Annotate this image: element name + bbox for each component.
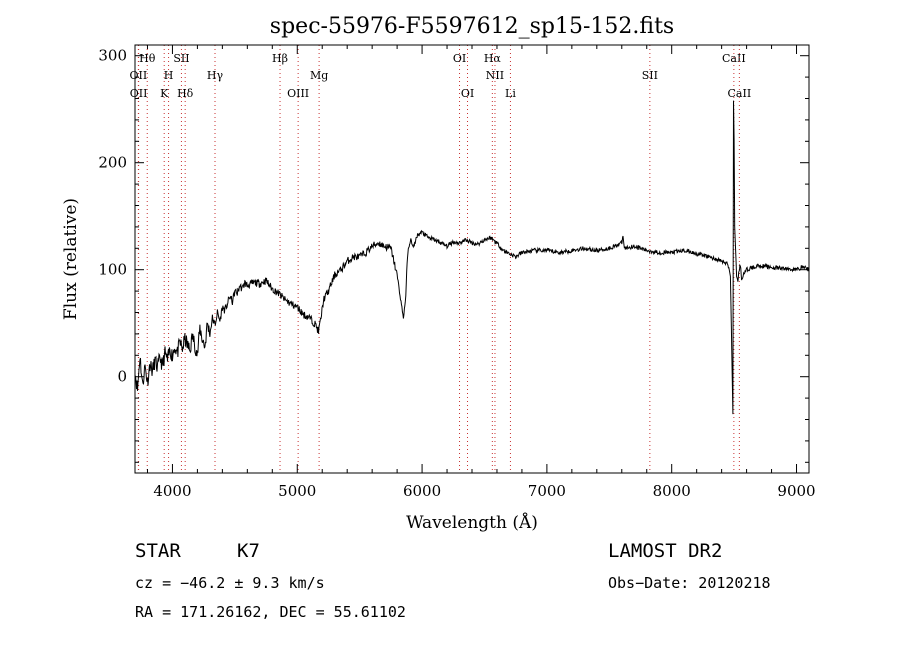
annotation-label-0: Hθ (139, 52, 156, 65)
y-tick-label-0: 0 (117, 368, 127, 386)
object-type: STAR (135, 540, 181, 562)
annotation-label-12: OI (461, 87, 474, 100)
spectrum-line (135, 100, 809, 415)
annotation-label-5: SII (173, 52, 189, 65)
plot-frame (134, 44, 810, 474)
redshift-velocity: cz = −46.2 ± 9.3 km/s (135, 574, 325, 592)
annotation-label-8: Hβ (272, 52, 288, 65)
y-tick-label-1: 100 (98, 261, 127, 279)
x-tick-label-4: 8000 (653, 482, 691, 500)
annotation-label-17: CaII (722, 52, 746, 65)
spectral-subclass: K7 (237, 540, 260, 562)
spectrum-line-layer (135, 100, 809, 415)
chart-title: spec-55976-F5597612_sp15-152.fits (270, 14, 674, 39)
annotation-label-6: Hδ (177, 87, 194, 100)
x-tick-label-5: 9000 (777, 482, 815, 500)
annotation-label-2: OII (130, 87, 148, 100)
y-tick-label-3: 300 (98, 47, 127, 65)
x-axis-label: Wavelength (Å) (406, 512, 538, 533)
annotation-label-18: CaII (728, 87, 752, 100)
annotation-label-1: OII (130, 69, 148, 82)
x-tick-label-2: 6000 (403, 482, 441, 500)
annotation-label-7: Hγ (207, 69, 224, 82)
annotation-label-9: OIII (287, 87, 309, 100)
annotation-label-15: Li (505, 87, 516, 100)
y-axis-label: Flux (relative) (61, 198, 81, 320)
survey-name: LAMOST DR2 (608, 540, 723, 562)
annotation-label-13: Hα (484, 52, 502, 65)
x-tick-label-1: 5000 (278, 482, 316, 500)
x-tick-label-3: 7000 (528, 482, 566, 500)
x-tick-label-0: 4000 (153, 482, 191, 500)
axes-layer: 4000 5000 6000 7000 8000 9000 0 100 200 300 (98, 45, 816, 500)
y-tick-label-2: 200 (98, 154, 127, 172)
annotation-label-10: Mg (310, 69, 328, 82)
annotation-label-4: K (160, 87, 169, 100)
annotation-label-11: OI (453, 52, 466, 65)
observation-date: Obs−Date: 20120218 (608, 574, 771, 592)
coordinates: RA = 171.26162, DEC = 55.61102 (135, 603, 406, 621)
annotation-label-16: SII (642, 69, 658, 82)
annotation-label-3: H (164, 69, 174, 82)
annotation-label-14: NII (486, 69, 504, 82)
